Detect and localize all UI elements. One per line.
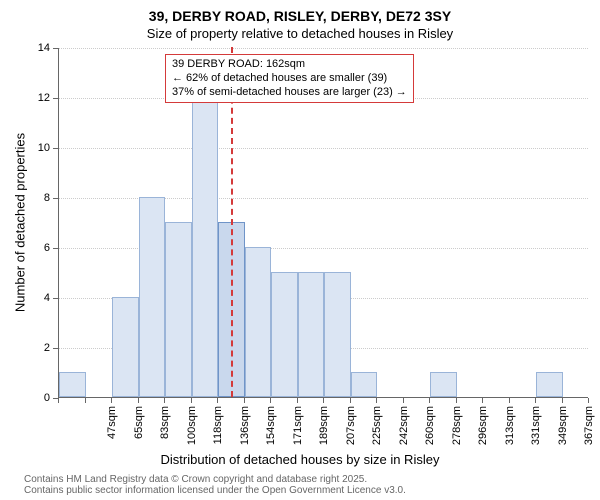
xtick-mark (217, 398, 218, 403)
plot-area: 39 DERBY ROAD: 162sqm← 62% of detached h… (58, 48, 588, 398)
xtick-mark (588, 398, 589, 403)
annotation-line: 37% of semi-detached houses are larger (… (172, 86, 407, 100)
xtick-mark (297, 398, 298, 403)
histogram-bar (536, 372, 563, 397)
ytick-label: 14 (28, 42, 50, 54)
xtick-label: 296sqm (477, 406, 489, 456)
histogram-bar (59, 372, 86, 397)
xtick-label: 367sqm (583, 406, 595, 456)
histogram-bar (192, 97, 219, 397)
xtick-mark (350, 398, 351, 403)
histogram-bar (165, 222, 192, 397)
histogram-bar (139, 197, 166, 397)
ytick-label: 4 (28, 292, 50, 304)
histogram-bar (245, 247, 272, 397)
xtick-mark (270, 398, 271, 403)
annotation-line: ← 62% of detached houses are smaller (39… (172, 72, 407, 86)
y-axis-label: Number of detached properties (13, 123, 28, 323)
footer-line-2: Contains public sector information licen… (24, 485, 406, 496)
ytick-mark (53, 298, 58, 299)
xtick-label: 47sqm (106, 406, 118, 456)
ytick-label: 6 (28, 242, 50, 254)
gridline (59, 48, 588, 49)
ytick-mark (53, 148, 58, 149)
xtick-mark (376, 398, 377, 403)
ytick-mark (53, 348, 58, 349)
xtick-label: 65sqm (133, 406, 145, 456)
xtick-label: 349sqm (557, 406, 569, 456)
xtick-label: 189sqm (318, 406, 330, 456)
xtick-label: 118sqm (212, 406, 224, 456)
xtick-mark (456, 398, 457, 403)
xtick-label: 225sqm (371, 406, 383, 456)
ytick-mark (53, 198, 58, 199)
xtick-label: 331sqm (530, 406, 542, 456)
xtick-mark (58, 398, 59, 403)
xtick-label: 83sqm (159, 406, 171, 456)
annotation-box: 39 DERBY ROAD: 162sqm← 62% of detached h… (165, 54, 414, 103)
xtick-label: 260sqm (424, 406, 436, 456)
xtick-label: 313sqm (504, 406, 516, 456)
ytick-mark (53, 48, 58, 49)
xtick-label: 207sqm (345, 406, 357, 456)
ytick-label: 0 (28, 392, 50, 404)
xtick-mark (509, 398, 510, 403)
xtick-mark (562, 398, 563, 403)
xtick-mark (138, 398, 139, 403)
ytick-label: 10 (28, 142, 50, 154)
histogram-bar (271, 272, 298, 397)
xtick-label: 136sqm (239, 406, 251, 456)
chart-title: 39, DERBY ROAD, RISLEY, DERBY, DE72 3SY (0, 8, 600, 24)
ytick-mark (53, 98, 58, 99)
gridline (59, 148, 588, 149)
ytick-mark (53, 248, 58, 249)
footer-line-1: Contains HM Land Registry data © Crown c… (24, 474, 406, 485)
xtick-mark (535, 398, 536, 403)
chart-container: 39, DERBY ROAD, RISLEY, DERBY, DE72 3SY … (0, 0, 600, 500)
histogram-bar (430, 372, 457, 397)
footer: Contains HM Land Registry data © Crown c… (24, 474, 406, 496)
xtick-label: 278sqm (451, 406, 463, 456)
chart-subtitle: Size of property relative to detached ho… (0, 26, 600, 41)
xtick-label: 242sqm (398, 406, 410, 456)
xtick-mark (429, 398, 430, 403)
xtick-mark (403, 398, 404, 403)
xtick-mark (244, 398, 245, 403)
xtick-label: 171sqm (292, 406, 304, 456)
xtick-mark (482, 398, 483, 403)
histogram-bar (324, 272, 351, 397)
ytick-label: 12 (28, 92, 50, 104)
xtick-mark (111, 398, 112, 403)
xtick-label: 154sqm (265, 406, 277, 456)
xtick-mark (164, 398, 165, 403)
ytick-label: 8 (28, 192, 50, 204)
xtick-mark (85, 398, 86, 403)
xtick-label: 100sqm (186, 406, 198, 456)
ytick-label: 2 (28, 342, 50, 354)
xtick-mark (191, 398, 192, 403)
histogram-bar (112, 297, 139, 397)
x-axis-label: Distribution of detached houses by size … (0, 452, 600, 467)
annotation-line: 39 DERBY ROAD: 162sqm (172, 58, 407, 72)
histogram-bar (351, 372, 378, 397)
histogram-bar (298, 272, 325, 397)
xtick-mark (323, 398, 324, 403)
